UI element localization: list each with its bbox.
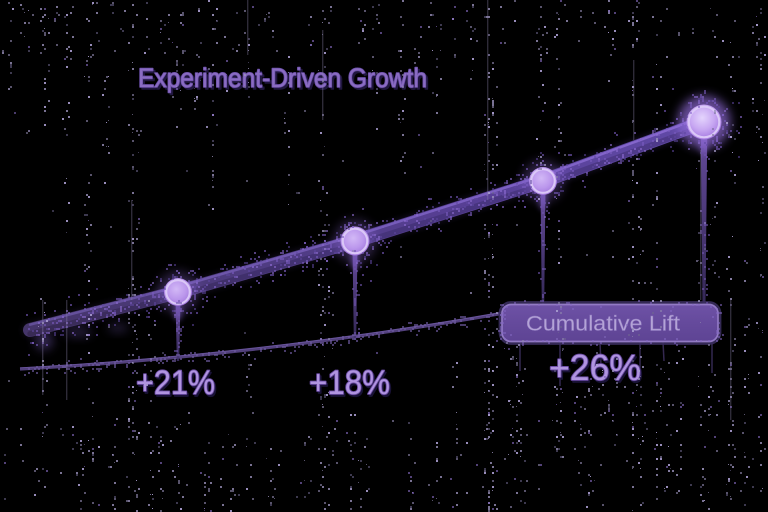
svg-text:Experiment-Driven Growth: Experiment-Driven Growth: [140, 65, 429, 95]
svg-text:+26%: +26%: [551, 349, 643, 390]
svg-text:+26%: +26%: [549, 347, 641, 388]
svg-text:+18%: +18%: [311, 366, 392, 404]
svg-text:Cumulative Lift: Cumulative Lift: [526, 312, 680, 336]
svg-text:+18%: +18%: [309, 364, 390, 402]
svg-text:Experiment-Driven Growth: Experiment-Driven Growth: [138, 63, 427, 93]
svg-text:+21%: +21%: [136, 364, 215, 402]
